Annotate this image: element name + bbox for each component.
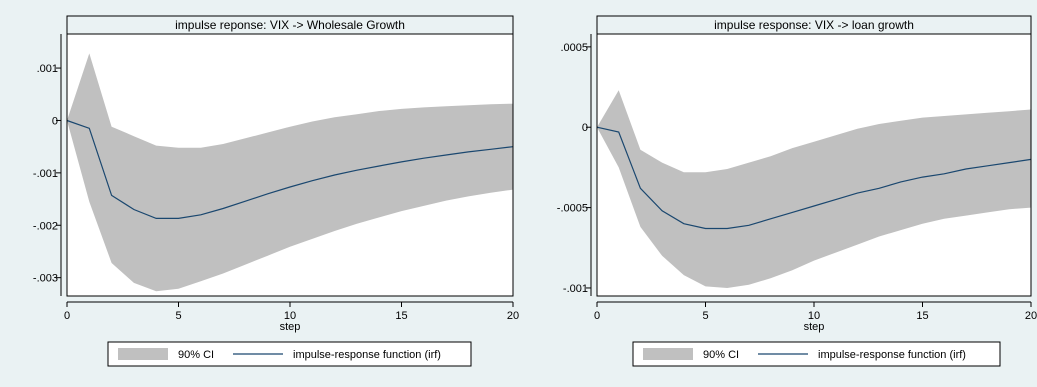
legend-label-ci: 90% CI <box>178 349 214 361</box>
y-tick-label: -.002 <box>33 220 58 232</box>
plot-border <box>596 33 1032 297</box>
y-tick-label: -.0005 <box>557 203 588 215</box>
x-tick-label: 20 <box>507 310 519 322</box>
irf-line <box>596 126 1032 230</box>
x-axis-label: step <box>804 321 825 333</box>
x-axis-label: step <box>280 321 301 333</box>
x-tick-label: 5 <box>702 310 708 322</box>
y-tick-label: -.001 <box>563 283 588 295</box>
legend-swatch-ci <box>643 348 693 360</box>
legend-box <box>107 341 472 367</box>
legend-box <box>632 341 1001 367</box>
legend-label-irf: impulse-response function (irf) <box>293 349 441 361</box>
legend-label-ci: 90% CI <box>703 349 739 361</box>
x-tick-label: 20 <box>1025 310 1037 322</box>
x-tick-label: 10 <box>808 310 820 322</box>
chart-panel-2: impulse response: VIX -> loan growth .000… <box>557 15 1037 367</box>
chart-panel-1: impulse reponse: VIX -> Wholesale Growth… <box>33 15 519 367</box>
x-tick-label: 0 <box>64 310 70 322</box>
chart-title: impulse reponse: VIX -> Wholesale Growth <box>175 18 405 32</box>
chart-title: impulse response: VIX -> loan growth <box>714 18 914 32</box>
y-tick-label: 0 <box>52 115 58 127</box>
x-tick-label: 10 <box>284 310 296 322</box>
y-tick-label: 0 <box>582 122 588 134</box>
y-tick-label: .0005 <box>560 42 588 54</box>
x-tick-label: 0 <box>594 310 600 322</box>
x-tick-label: 15 <box>395 310 407 322</box>
legend-label-irf: impulse-response function (irf) <box>818 349 966 361</box>
y-tick-label: .001 <box>37 63 58 75</box>
irf-line <box>66 119 514 219</box>
x-tick-label: 15 <box>916 310 928 322</box>
ci-band <box>67 53 513 292</box>
y-tick-label: -.003 <box>33 273 58 285</box>
x-tick-label: 5 <box>175 310 181 322</box>
plot-border <box>66 33 514 297</box>
y-tick-label: -.001 <box>33 168 58 180</box>
ci-band <box>597 90 1031 288</box>
legend-swatch-ci <box>118 348 168 360</box>
